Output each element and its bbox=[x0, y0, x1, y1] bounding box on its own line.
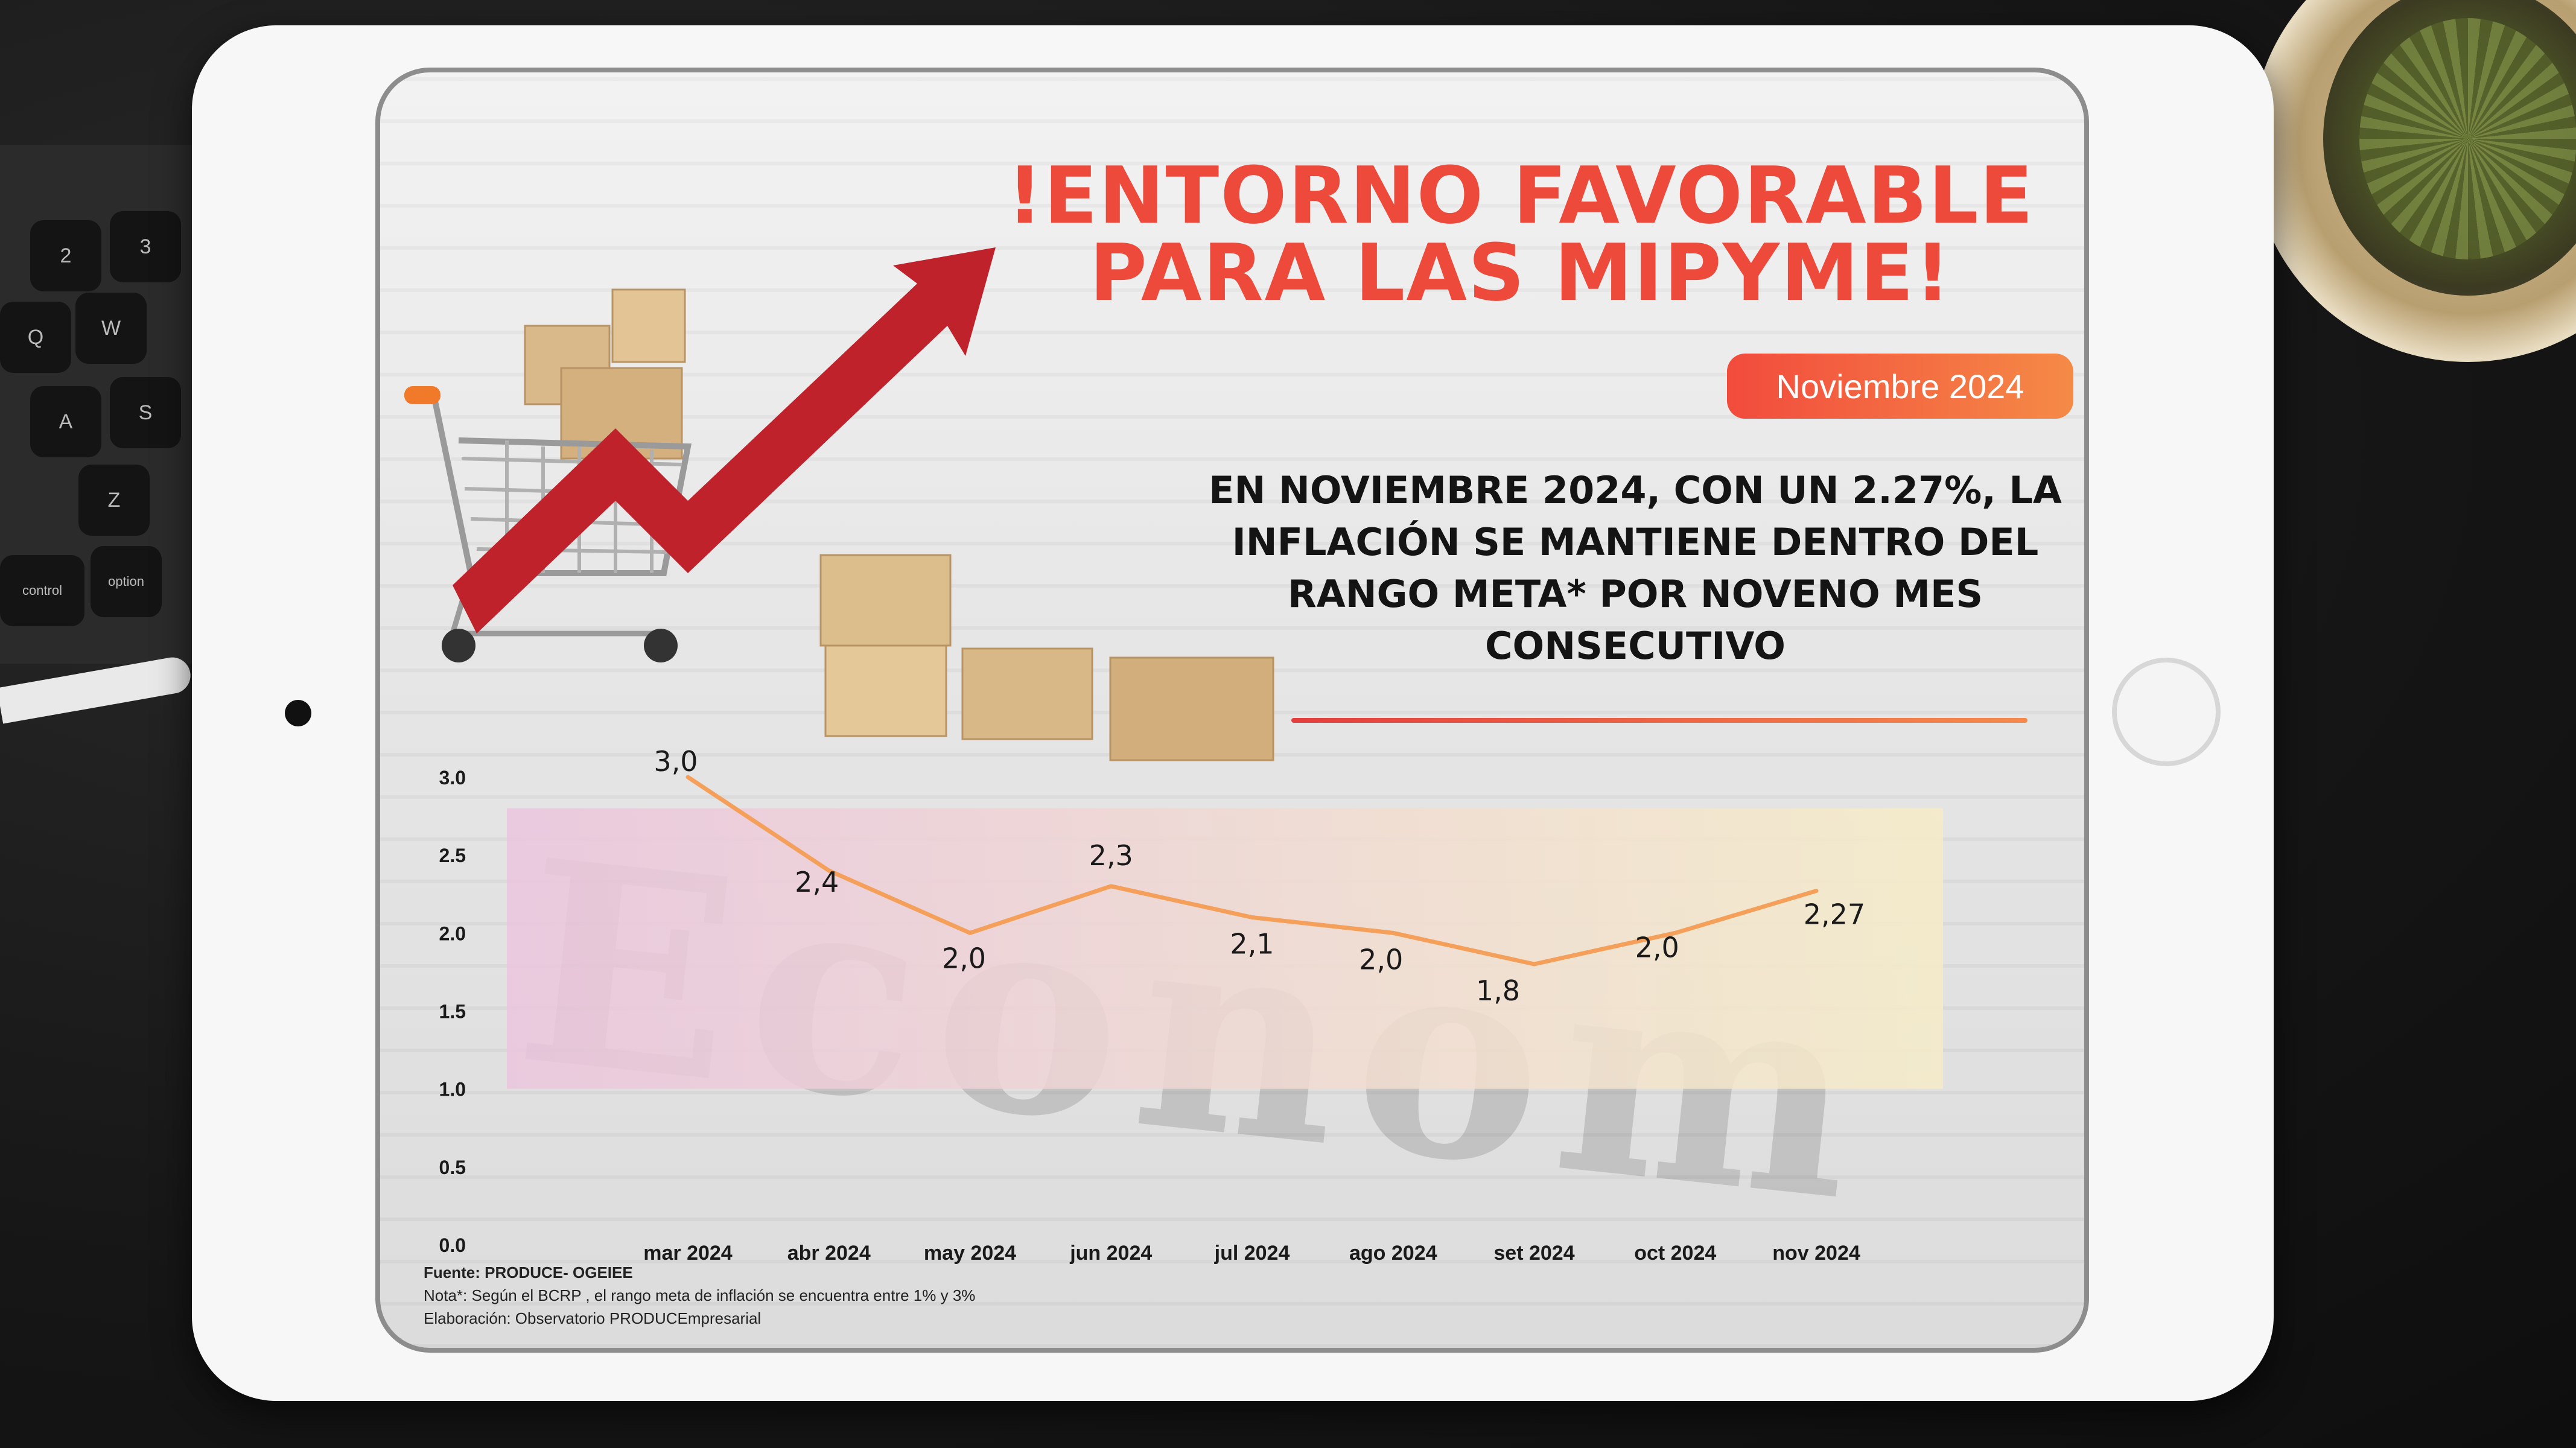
data-label: 2,1 bbox=[1230, 928, 1274, 961]
home-button[interactable] bbox=[2112, 658, 2221, 766]
keyboard-key: 2 bbox=[30, 220, 101, 291]
keyboard-key: S bbox=[110, 377, 181, 448]
y-tick-label: 0.0 bbox=[439, 1234, 466, 1256]
title-line: PARA LAS MIPYME! bbox=[1089, 227, 1952, 319]
key-label: 3 bbox=[139, 235, 151, 258]
data-label: 2,27 bbox=[1804, 898, 1865, 931]
headline-line: RANGO META* POR NOVENO MES bbox=[1288, 572, 1983, 616]
y-tick-label: 1.5 bbox=[439, 1001, 466, 1023]
keyboard-key: A bbox=[30, 386, 101, 457]
x-tick-label: oct 2024 bbox=[1634, 1242, 1716, 1265]
keyboard-key: Z bbox=[78, 465, 150, 536]
x-tick-label: set 2024 bbox=[1493, 1242, 1574, 1265]
camera-icon bbox=[285, 700, 311, 726]
package-box-icon bbox=[819, 554, 1274, 761]
divider-line bbox=[1291, 718, 2027, 723]
page-title: !ENTORNO FAVORABLE PARA LAS MIPYME! bbox=[972, 150, 2070, 319]
headline-line: CONSECUTIVO bbox=[1485, 624, 1786, 668]
target-range-band bbox=[507, 808, 1943, 1089]
data-point bbox=[1250, 915, 1254, 919]
data-label: 3,0 bbox=[654, 745, 698, 778]
key-label: control bbox=[22, 583, 63, 598]
keyboard-key: option bbox=[91, 546, 162, 617]
data-label: 2,4 bbox=[795, 866, 839, 898]
x-tick-label: ago 2024 bbox=[1349, 1242, 1437, 1265]
headline: EN NOVIEMBRE 2024, CON UN 2.27%, LA INFL… bbox=[1189, 465, 2082, 672]
credit-note: Elaboración: Observatorio PRODUCEmpresar… bbox=[424, 1309, 762, 1327]
y-tick-label: 3.0 bbox=[439, 767, 466, 789]
cactus-plant bbox=[2323, 0, 2576, 296]
footnotes: Fuente: PRODUCE- OGEIEE Nota*: Según el … bbox=[424, 1261, 975, 1330]
data-label: 2,0 bbox=[942, 942, 986, 974]
data-point bbox=[827, 869, 831, 872]
source-note: Fuente: PRODUCE- OGEIEE bbox=[424, 1263, 633, 1281]
title-line: !ENTORNO FAVORABLE bbox=[1007, 150, 2035, 241]
y-tick-label: 2.5 bbox=[439, 845, 466, 866]
keyboard-key: W bbox=[75, 293, 147, 364]
key-label: Q bbox=[27, 325, 44, 349]
x-tick-label: jul 2024 bbox=[1214, 1242, 1290, 1265]
key-label: option bbox=[108, 574, 144, 589]
keyboard-key: 3 bbox=[110, 211, 181, 282]
x-tick-label: nov 2024 bbox=[1772, 1242, 1860, 1265]
key-label: Z bbox=[107, 488, 121, 512]
data-label: 1,8 bbox=[1476, 974, 1520, 1007]
data-point bbox=[686, 775, 690, 779]
x-tick-label: may 2024 bbox=[924, 1242, 1016, 1265]
key-label: W bbox=[101, 316, 121, 340]
y-tick-label: 2.0 bbox=[439, 922, 466, 944]
data-point bbox=[1391, 931, 1395, 935]
key-label: 2 bbox=[60, 244, 72, 267]
shopping-cart-illustration bbox=[404, 247, 1274, 761]
x-tick-label: jun 2024 bbox=[1069, 1242, 1152, 1265]
data-label: 2,0 bbox=[1359, 943, 1403, 976]
y-tick-label: 1.0 bbox=[439, 1079, 466, 1100]
x-tick-label: mar 2024 bbox=[643, 1242, 733, 1265]
data-point bbox=[968, 931, 972, 935]
key-label: A bbox=[59, 410, 73, 433]
target-range-note: Nota*: Según el BCRP , el rango meta de … bbox=[424, 1286, 976, 1304]
keyboard-key: control bbox=[0, 555, 84, 626]
headline-line: INFLACIÓN SE MANTIENE DENTRO DEL bbox=[1232, 520, 2039, 564]
data-label: 2,3 bbox=[1089, 839, 1133, 872]
inflation-line-chart: 0.0 0.5 1.0 1.5 2.0 2.5 3.0 mar 2024 abr 2024 may… bbox=[439, 745, 1943, 1265]
data-point bbox=[1532, 962, 1536, 966]
cart-icon bbox=[404, 288, 700, 662]
date-badge: Noviembre 2024 bbox=[1727, 354, 2073, 419]
data-point bbox=[1109, 884, 1113, 888]
tablet-screen: Econom !ENTORNO FAVORABLE PARA LAS MIPY bbox=[375, 68, 2089, 1353]
key-label: S bbox=[138, 401, 153, 424]
data-label: 2,0 bbox=[1635, 931, 1679, 964]
data-point bbox=[1814, 889, 1818, 893]
trend-arrow-icon bbox=[453, 247, 996, 634]
keyboard-key: Q bbox=[0, 302, 71, 373]
data-point bbox=[1673, 931, 1678, 935]
headline-line: EN NOVIEMBRE 2024, CON UN 2.27%, LA bbox=[1209, 468, 2062, 512]
y-tick-label: 0.5 bbox=[439, 1157, 466, 1178]
x-tick-label: abr 2024 bbox=[787, 1242, 871, 1265]
